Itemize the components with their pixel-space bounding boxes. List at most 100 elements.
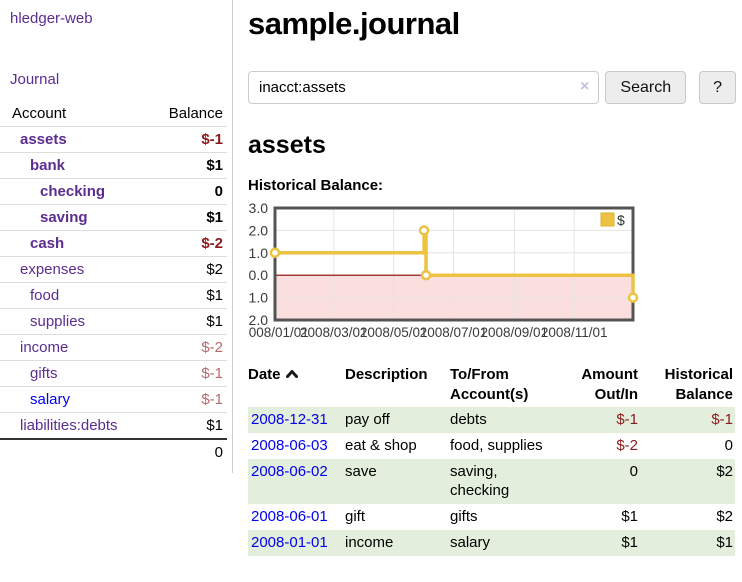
register-header-description: Description <box>345 366 428 383</box>
search-button[interactable]: Search <box>605 71 687 104</box>
sidebar: hledger-web Journal Account Balance asse… <box>0 0 233 473</box>
register-balance-cell: 0 <box>724 437 733 454</box>
svg-text:2008/07/01: 2008/07/01 <box>420 325 488 340</box>
account-name-cell: liabilities:debts <box>0 412 143 439</box>
sidebar-account-income[interactable]: income <box>20 339 69 356</box>
register-tofrom-cell: gifts <box>450 508 478 525</box>
sidebar-account-supplies[interactable]: supplies <box>30 313 86 330</box>
register-tofrom-cell: debts <box>450 407 565 433</box>
account-balance: $1 <box>143 204 227 231</box>
register-balance-cell: $2 <box>640 459 735 504</box>
svg-text:2008/01/01: 2008/01/01 <box>248 325 309 340</box>
sidebar-account-gifts[interactable]: gifts <box>30 365 58 382</box>
svg-text:2008/11/01: 2008/11/01 <box>541 325 608 340</box>
register-header-date[interactable]: Date <box>248 362 345 407</box>
svg-text:0.0: 0.0 <box>249 267 269 283</box>
transaction-date-link[interactable]: 2008-06-01 <box>251 508 328 525</box>
account-name-cell: expenses <box>0 256 143 283</box>
register-table: Date Description To/From Account(s) Amou… <box>248 362 735 556</box>
account-name-cell: saving <box>0 204 143 231</box>
transaction-date-link[interactable]: 2008-12-31 <box>251 411 328 428</box>
register-row: 2008-06-01 gift gifts $1 $2 <box>248 504 735 530</box>
register-balance-cell: $2 <box>716 508 733 525</box>
search-input[interactable] <box>248 71 600 104</box>
balance-chart-canvas: $3.0 2.0 1.0 0.0 -1.0 -2.02008/01/012008/03/0… <box>241 200 639 340</box>
accounts-total-balance: 0 <box>143 438 227 465</box>
sidebar-account-expenses[interactable]: expenses <box>20 261 85 278</box>
sidebar-account-cash[interactable]: cash <box>30 235 65 252</box>
sidebar-account-liabilities-debts[interactable]: liabilities:debts <box>20 417 118 434</box>
register-balance-cell: $1 <box>640 530 735 556</box>
register-header-tofrom: To/From Account(s) <box>450 366 529 403</box>
sidebar-account-food[interactable]: food <box>30 287 60 304</box>
account-balance: $-1 <box>143 360 227 387</box>
app-brand-link[interactable]: hledger-web <box>10 10 93 27</box>
svg-text:2008/09/01: 2008/09/01 <box>481 325 549 340</box>
account-row: assets $-1 <box>0 126 227 153</box>
transaction-date-link[interactable]: 2008-06-02 <box>251 463 328 480</box>
help-button[interactable]: ? <box>699 71 736 104</box>
account-name-cell: checking <box>0 178 143 205</box>
register-date-cell: 2008-12-31 <box>248 407 345 433</box>
register-amount-cell: $-1 <box>565 407 640 433</box>
account-balance: 0 <box>143 178 227 205</box>
account-name-cell: bank <box>0 152 143 179</box>
historical-balance-chart: $3.0 2.0 1.0 0.0 -1.0 -2.02008/01/012008/03/0… <box>241 200 648 350</box>
sidebar-account-salary[interactable]: salary <box>30 391 71 408</box>
svg-text:1.0: 1.0 <box>249 245 269 261</box>
register-header-balance: Historical Balance <box>664 366 733 403</box>
register-date-cell: 2008-06-01 <box>248 504 345 530</box>
account-name-cell: income <box>0 334 143 361</box>
transaction-date-link[interactable]: 2008-01-01 <box>251 534 328 551</box>
register-tofrom-cell: food, supplies <box>450 437 543 454</box>
account-name-cell: salary <box>0 386 143 413</box>
account-balance: $1 <box>143 152 227 179</box>
account-balance: $1 <box>143 412 227 439</box>
account-name-cell: cash <box>0 230 143 257</box>
register-tofrom-cell: salary <box>450 530 565 556</box>
register-description-cell: gift <box>345 508 366 525</box>
legend-label: $ <box>617 212 625 228</box>
register-row: 2008-06-02 save saving, checking 0 $2 <box>248 459 735 504</box>
sidebar-account-bank[interactable]: bank <box>30 157 66 174</box>
account-balance: $2 <box>143 256 227 283</box>
register-row: 2008-01-01 income salary $1 $1 <box>248 530 735 556</box>
register-date-cell: 2008-06-02 <box>248 459 345 504</box>
account-balance: $1 <box>143 308 227 335</box>
svg-text:2008/05/01: 2008/05/01 <box>360 325 428 340</box>
svg-text:2.0: 2.0 <box>249 222 269 238</box>
search-input-wrap: × <box>248 71 600 104</box>
date-header-label: Date <box>248 366 281 383</box>
balance-column-header: Balance <box>168 105 223 122</box>
account-balance: $-2 <box>143 334 227 361</box>
sidebar-account-saving[interactable]: saving <box>40 209 88 226</box>
svg-text:2008/03/01: 2008/03/01 <box>300 325 368 340</box>
transaction-date-link[interactable]: 2008-06-03 <box>251 437 328 454</box>
clear-search-icon[interactable]: × <box>580 78 590 95</box>
accounts-total-spacer <box>0 438 143 465</box>
accounts-table: Account Balance assets $-1 bank $1 checking 0… <box>0 102 227 465</box>
account-row: gifts $-1 <box>0 360 227 387</box>
sidebar-item-journal[interactable]: Journal <box>10 71 60 88</box>
account-row: liabilities:debts $1 <box>0 412 227 439</box>
account-name-cell: assets <box>0 126 143 153</box>
register-row: 2008-06-03 eat & shop food, supplies $-2 0 <box>248 433 735 459</box>
account-name-cell: food <box>0 282 143 309</box>
account-balance: $-2 <box>143 230 227 257</box>
accounts-table-header: Account Balance <box>0 102 227 127</box>
sidebar-account-assets[interactable]: assets <box>20 131 67 148</box>
register-description-cell: pay off <box>345 407 450 433</box>
chart-title: Historical Balance: <box>248 177 384 194</box>
register-description-cell: eat & shop <box>345 437 417 454</box>
account-row: saving $1 <box>0 204 227 231</box>
legend-swatch <box>600 212 615 227</box>
account-balance: $-1 <box>143 386 227 413</box>
page-title: sample.journal <box>248 6 460 41</box>
register-description-cell: save <box>345 459 450 504</box>
svg-text:-1.0: -1.0 <box>248 290 268 306</box>
sidebar-account-checking[interactable]: checking <box>40 183 106 200</box>
account-row: cash $-2 <box>0 230 227 257</box>
sort-ascending-icon <box>285 365 299 385</box>
account-row: food $1 <box>0 282 227 309</box>
register-date-cell: 2008-01-01 <box>248 530 345 556</box>
